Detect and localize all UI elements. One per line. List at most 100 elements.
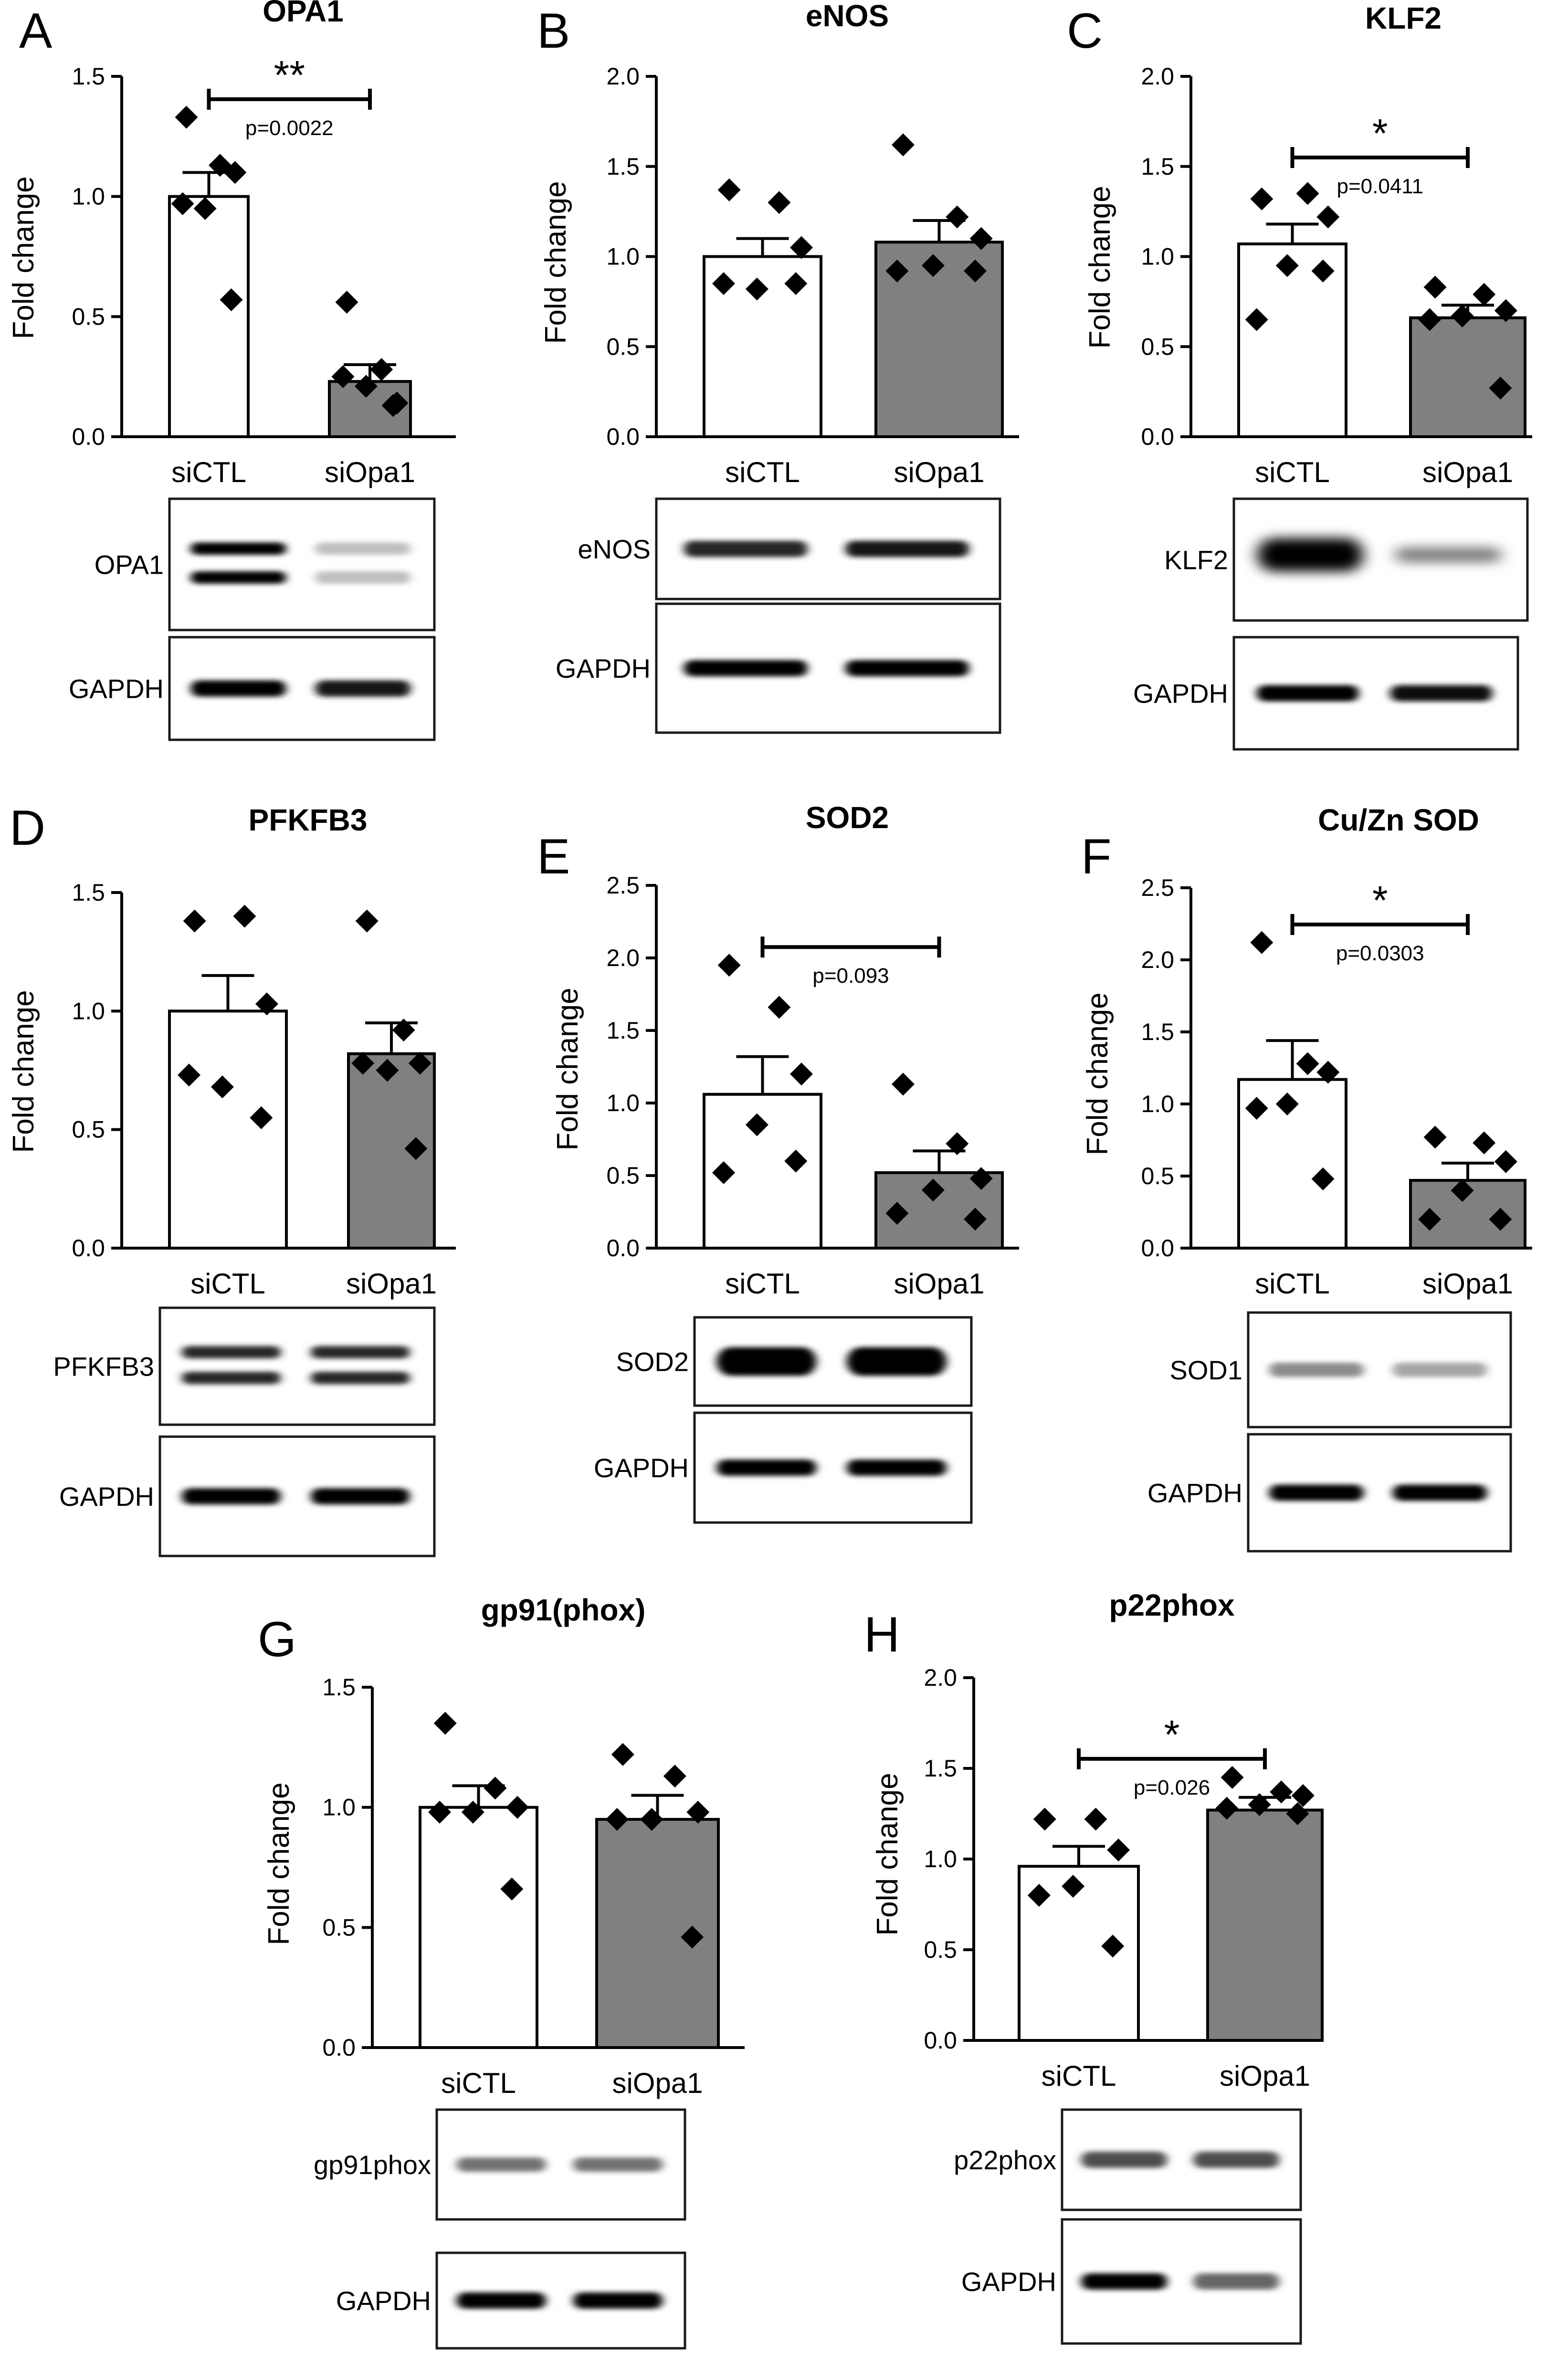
category-label: siCTL: [190, 1268, 265, 1300]
data-point: [461, 1800, 484, 1824]
data-point: [428, 1800, 452, 1824]
y-tick-label: 0.0: [1141, 1235, 1174, 1261]
data-point: [1296, 1052, 1319, 1075]
data-point: [640, 1808, 663, 1831]
category-label: siOpa1: [1220, 2060, 1310, 2092]
y-tick-label: 2.5: [1141, 874, 1174, 901]
data-point: [1423, 1125, 1447, 1149]
error-bar: [1266, 222, 1319, 244]
y-tick-label: 1.0: [606, 243, 640, 270]
data-point: [484, 1776, 507, 1800]
error-bar: [365, 1021, 418, 1054]
significance-bracket: [1077, 1748, 1267, 1769]
blot-band: [684, 541, 808, 557]
data-point: [210, 1075, 234, 1099]
category-label: siCTL: [725, 456, 800, 488]
western-blot-gp91phox: gp91phox: [314, 2108, 686, 2221]
chart-title: SOD2: [806, 800, 889, 835]
data-point: [331, 365, 355, 389]
blot-band: [716, 1347, 817, 1376]
category-label: siOpa1: [1422, 456, 1513, 488]
blot-band: [311, 1488, 410, 1504]
panel-letter: B: [537, 3, 570, 59]
error-bar: [1266, 1039, 1319, 1080]
y-axis-label: Fold change: [7, 990, 40, 1153]
y-tick-label: 1.5: [924, 1755, 957, 1782]
data-point: [1494, 1150, 1517, 1173]
western-blot-klf2: KLF2: [1164, 497, 1529, 622]
significance-stars: **: [274, 53, 305, 97]
y-tick-label: 0.5: [924, 1936, 957, 1963]
blot-label: GAPDH: [961, 2267, 1056, 2297]
error-bar: [201, 974, 254, 1011]
western-blot-sod1: SOD1: [1170, 1311, 1512, 1429]
data-point: [351, 1051, 375, 1075]
data-point: [712, 1161, 736, 1184]
panel-letter: A: [19, 3, 53, 59]
chart-title: p22phox: [1109, 1588, 1235, 1622]
bar-siopa1: [1206, 1808, 1324, 2042]
blot-band: [182, 1346, 281, 1359]
panel-letter: H: [864, 1607, 900, 1662]
data-point: [611, 1743, 634, 1766]
chart-panel-d: D PFKFB3 0.0 0.5 1.0 1.5 Fold change siCTL siOpa…: [7, 800, 456, 1557]
data-point: [1316, 205, 1340, 229]
y-tick-label: 1.0: [1141, 243, 1174, 270]
category-label: siOpa1: [612, 2067, 703, 2099]
blot-band: [456, 2292, 546, 2309]
blot-label: GAPDH: [1147, 1478, 1242, 1508]
data-point: [1027, 1884, 1051, 1907]
data-point: [250, 1106, 273, 1129]
western-blot-gapdh: GAPDH: [594, 1411, 973, 1524]
y-tick-label: 0.0: [924, 2027, 957, 2054]
blot-band: [1269, 1363, 1364, 1377]
data-point: [178, 1063, 201, 1087]
category-label: siCTL: [1255, 1268, 1330, 1300]
data-point: [1489, 377, 1512, 400]
data-point: [1245, 308, 1268, 331]
blot-band: [573, 2292, 663, 2309]
y-tick-label: 0.0: [606, 423, 640, 450]
error-bar: [1052, 1845, 1105, 1867]
data-point: [1275, 1093, 1299, 1115]
data-point: [354, 375, 378, 398]
y-tick-label: 1.0: [924, 1846, 957, 1872]
blot-band: [1392, 1363, 1487, 1377]
blot-band: [845, 660, 969, 676]
data-point: [1311, 1167, 1335, 1191]
y-axis-label: Fold change: [7, 176, 40, 339]
blot-band: [1392, 1484, 1487, 1501]
data-point: [1291, 1784, 1315, 1807]
data-point: [768, 996, 791, 1019]
y-tick-label: 0.5: [72, 303, 105, 330]
y-tick-label: 0.5: [322, 1914, 356, 1941]
error-bar: [736, 237, 789, 257]
blot-label: gp91phox: [314, 2150, 431, 2180]
chart-panel-f: F Cu/Zn SOD 0.0 0.5 1.0 1.5 2.0 2.5 Fold change s…: [1081, 803, 1532, 1553]
blot-band: [311, 1346, 410, 1359]
category-label: siOpa1: [894, 1268, 984, 1300]
y-tick-label: 1.0: [1141, 1091, 1174, 1117]
data-point: [686, 1800, 710, 1824]
western-blot-pfkfb3: PFKFB3: [53, 1306, 436, 1426]
chart-title: OPA1: [263, 0, 344, 28]
data-point: [921, 254, 945, 277]
category-label: siCTL: [725, 1268, 800, 1300]
data-point: [220, 288, 243, 312]
western-blot-gapdh: GAPDH: [69, 636, 436, 741]
y-tick-label: 1.5: [72, 879, 105, 906]
blot-band: [1390, 685, 1493, 702]
blot-band: [182, 1372, 281, 1384]
chart-title: Cu/Zn SOD: [1318, 803, 1479, 837]
significance-bracket: [207, 88, 372, 110]
data-point: [381, 394, 405, 417]
blot-band: [1193, 2152, 1279, 2168]
chart-title: eNOS: [806, 0, 889, 33]
blot-band: [1081, 2152, 1167, 2168]
data-point: [964, 259, 987, 283]
western-blot-gapdh: GAPDH: [59, 1435, 436, 1557]
blot-band: [1081, 2273, 1167, 2290]
error-bar: [736, 1055, 789, 1094]
blot-band: [1269, 1484, 1364, 1501]
y-tick-label: 1.0: [72, 998, 105, 1024]
